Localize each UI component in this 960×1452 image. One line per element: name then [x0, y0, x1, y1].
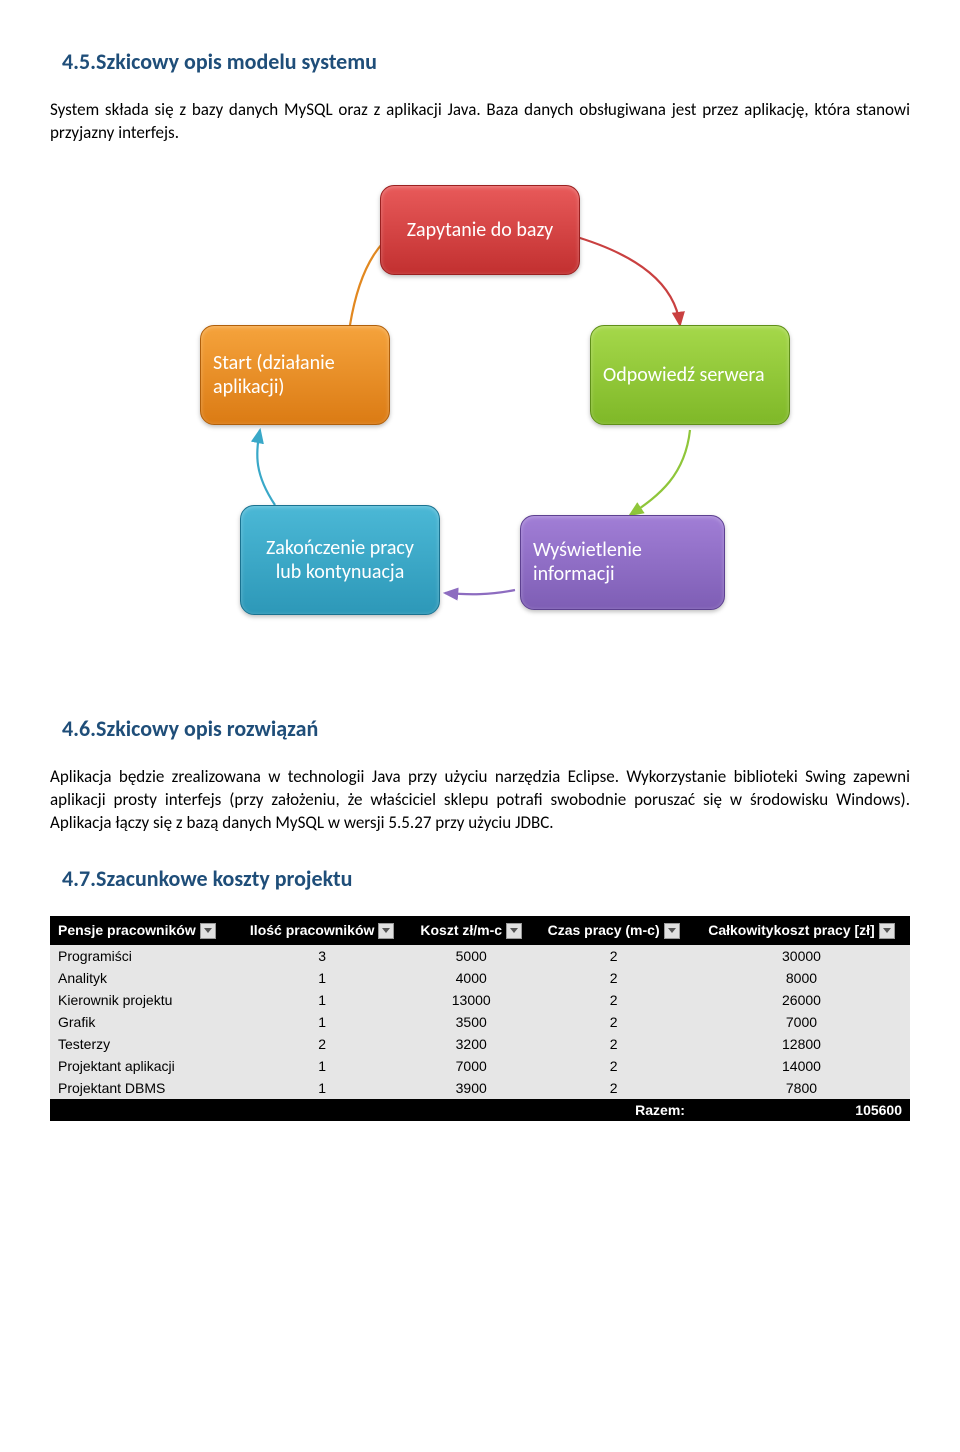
- table-cell: 1: [236, 1055, 408, 1077]
- table-cell: 2: [534, 1011, 693, 1033]
- table-cell: 2: [534, 967, 693, 989]
- table-cell: 1: [236, 967, 408, 989]
- table-header-cell: Koszt zł/m-c: [408, 916, 534, 945]
- table-cell: [408, 1099, 534, 1121]
- filter-dropdown-icon[interactable]: [378, 923, 394, 939]
- diagram-node-display: Wyświetlenie informacji: [520, 515, 725, 610]
- diagram-node-query: Zapytanie do bazy: [380, 185, 580, 275]
- table-cell: 7000: [693, 1011, 910, 1033]
- table-cell: 2: [534, 1033, 693, 1055]
- table-cell: 26000: [693, 989, 910, 1011]
- section-47-title: 4.7.Szacunkowe koszty projektu: [62, 865, 910, 892]
- table-cell: 2: [236, 1033, 408, 1055]
- diagram-edge: [445, 590, 515, 594]
- table-cell: Analityk: [50, 967, 236, 989]
- table-cell: 7800: [693, 1077, 910, 1099]
- table-cell: Kierownik projektu: [50, 989, 236, 1011]
- table-cell: Programiści: [50, 945, 236, 967]
- table-cell: 2: [534, 1055, 693, 1077]
- diagram-edge: [630, 430, 690, 515]
- header-label: Ilość pracowników: [250, 922, 374, 938]
- table-cell: 3900: [408, 1077, 534, 1099]
- section-45-title: 4.5.Szkicowy opis modelu systemu: [62, 48, 910, 75]
- diagram-edge: [570, 235, 680, 325]
- table-cell: Grafik: [50, 1011, 236, 1033]
- table-cell: 3: [236, 945, 408, 967]
- table-cell: 14000: [693, 1055, 910, 1077]
- table-cell: 12800: [693, 1033, 910, 1055]
- diagram-edge: [257, 430, 275, 505]
- table-header-cell: Pensje pracowników: [50, 916, 236, 945]
- diagram-node-end: Zakończenie pracy lub kontynuacja: [240, 505, 440, 615]
- table-cell: 7000: [408, 1055, 534, 1077]
- table-cell: 13000: [408, 989, 534, 1011]
- filter-dropdown-icon[interactable]: [664, 923, 680, 939]
- filter-dropdown-icon[interactable]: [879, 923, 895, 939]
- table-cell: Projektant DBMS: [50, 1077, 236, 1099]
- header-label: Czas pracy (m-c): [548, 922, 660, 938]
- header-label: Koszt zł/m-c: [420, 922, 502, 938]
- table-cell: 5000: [408, 945, 534, 967]
- table-cell: Projektant aplikacji: [50, 1055, 236, 1077]
- table-total-row: Razem:105600: [50, 1099, 910, 1121]
- total-value: 105600: [693, 1099, 910, 1121]
- section-45-body: System składa się z bazy danych MySQL or…: [50, 99, 910, 145]
- table-cell: 4000: [408, 967, 534, 989]
- table-header-cell: Czas pracy (m-c): [534, 916, 693, 945]
- table-cell: [236, 1099, 408, 1121]
- filter-dropdown-icon[interactable]: [506, 923, 522, 939]
- table-cell: 1: [236, 1077, 408, 1099]
- table-header-cell: Całkowitykoszt pracy [zł]: [693, 916, 910, 945]
- header-label: Całkowitykoszt pracy [zł]: [708, 922, 875, 938]
- table-header-cell: Ilość pracowników: [236, 916, 408, 945]
- table-cell: 30000: [693, 945, 910, 967]
- table-cell: [50, 1099, 236, 1121]
- table-cell: 8000: [693, 967, 910, 989]
- table-cell: 3500: [408, 1011, 534, 1033]
- filter-dropdown-icon[interactable]: [200, 923, 216, 939]
- table-cell: 2: [534, 1077, 693, 1099]
- system-flow-diagram: Zapytanie do bazy Start (działanie aplika…: [120, 175, 840, 685]
- table-cell: 3200: [408, 1033, 534, 1055]
- total-label: Razem:: [534, 1099, 693, 1121]
- cost-table: Pensje pracowników Ilość pracowników Koszt…: [50, 916, 910, 1121]
- table-row: Kierownik projektu113000226000: [50, 989, 910, 1011]
- table-header-row: Pensje pracowników Ilość pracowników Koszt…: [50, 916, 910, 945]
- section-46-title: 4.6.Szkicowy opis rozwiązań: [62, 715, 910, 742]
- table-cell: 2: [534, 945, 693, 967]
- diagram-node-start: Start (działanie aplikacji): [200, 325, 390, 425]
- table-cell: 1: [236, 989, 408, 1011]
- table-row: Projektant DBMS1390027800: [50, 1077, 910, 1099]
- table-cell: 1: [236, 1011, 408, 1033]
- table-row: Analityk1400028000: [50, 967, 910, 989]
- table-cell: 2: [534, 989, 693, 1011]
- header-label: Pensje pracowników: [58, 922, 196, 938]
- table-row: Projektant aplikacji17000214000: [50, 1055, 910, 1077]
- table-cell: Testerzy: [50, 1033, 236, 1055]
- section-46-body: Aplikacja będzie zrealizowana w technolo…: [50, 766, 910, 835]
- table-row: Testerzy23200212800: [50, 1033, 910, 1055]
- table-row: Programiści35000230000: [50, 945, 910, 967]
- diagram-node-resp: Odpowiedź serwera: [590, 325, 790, 425]
- table-row: Grafik1350027000: [50, 1011, 910, 1033]
